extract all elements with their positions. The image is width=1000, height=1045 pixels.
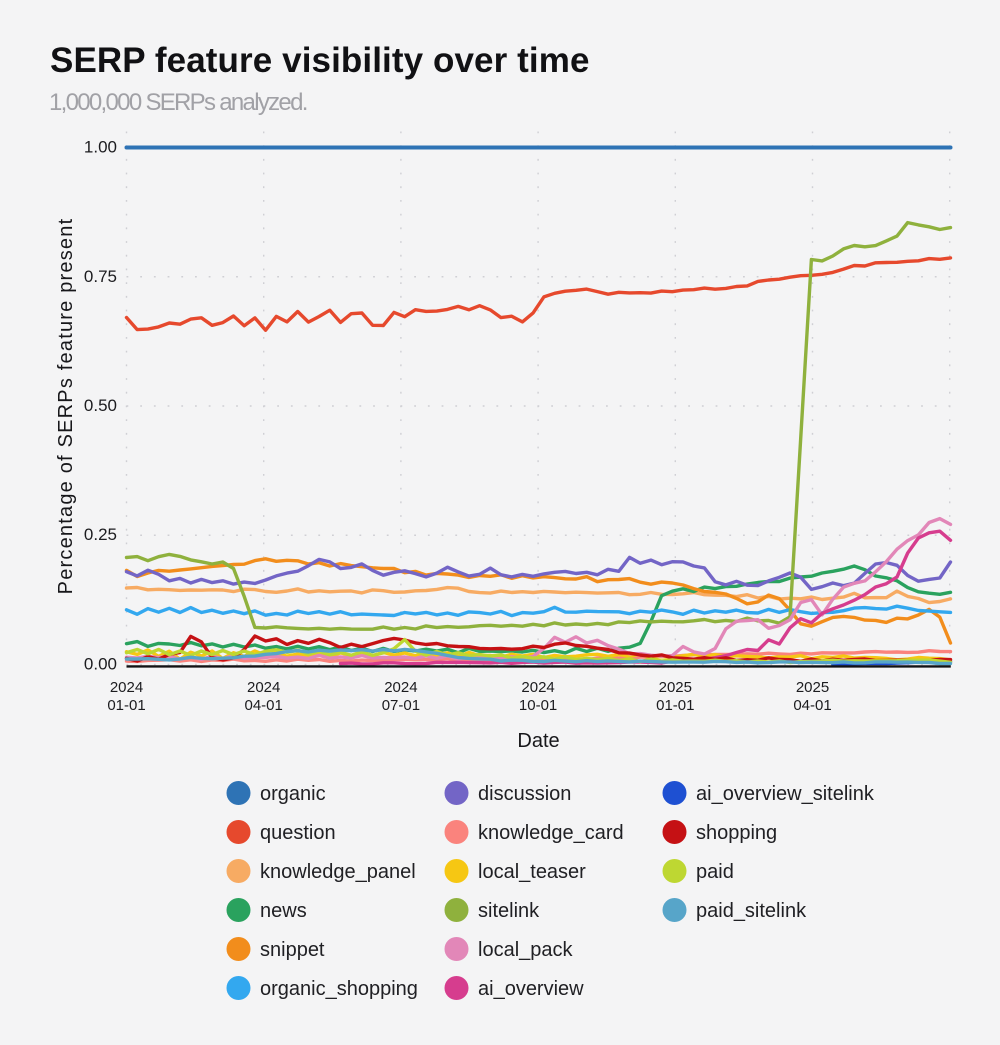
svg-text:organic: organic — [260, 783, 326, 805]
svg-text:paid_sitelink: paid_sitelink — [696, 900, 807, 922]
svg-text:2025: 2025 — [659, 679, 692, 696]
svg-text:question: question — [260, 822, 336, 844]
svg-text:10-01: 10-01 — [519, 697, 557, 714]
svg-text:0.75: 0.75 — [84, 267, 117, 286]
svg-text:2024: 2024 — [521, 679, 554, 696]
svg-text:news: news — [260, 900, 307, 922]
svg-text:shopping: shopping — [696, 822, 777, 844]
svg-text:04-01: 04-01 — [245, 697, 283, 714]
svg-text:04-01: 04-01 — [793, 697, 831, 714]
svg-text:sitelink: sitelink — [478, 900, 540, 922]
svg-text:2025: 2025 — [796, 679, 829, 696]
svg-text:knowledge_card: knowledge_card — [478, 822, 624, 844]
svg-text:2024: 2024 — [384, 679, 417, 696]
svg-text:ai_overview_sitelink: ai_overview_sitelink — [696, 783, 875, 805]
svg-text:0.25: 0.25 — [84, 525, 117, 544]
svg-text:knowledge_panel: knowledge_panel — [260, 861, 416, 883]
svg-text:snippet: snippet — [260, 939, 325, 961]
svg-text:local_teaser: local_teaser — [478, 861, 586, 883]
svg-text:1.00: 1.00 — [84, 138, 117, 157]
svg-text:0.50: 0.50 — [84, 396, 117, 415]
svg-text:2024: 2024 — [247, 679, 280, 696]
svg-text:01-01: 01-01 — [656, 697, 694, 714]
svg-text:0.00: 0.00 — [84, 655, 117, 674]
svg-text:ai_overview: ai_overview — [478, 978, 584, 1000]
svg-text:discussion: discussion — [478, 783, 571, 805]
svg-text:local_pack: local_pack — [478, 939, 574, 961]
svg-text:Date: Date — [517, 730, 559, 752]
svg-text:2024: 2024 — [110, 679, 143, 696]
svg-text:paid: paid — [696, 861, 734, 883]
svg-text:organic_shopping: organic_shopping — [260, 978, 418, 1000]
svg-text:01-01: 01-01 — [107, 697, 145, 714]
svg-text:07-01: 07-01 — [382, 697, 420, 714]
svg-text:Percentage of SERPs feature pr: Percentage of SERPs feature present — [55, 218, 77, 595]
